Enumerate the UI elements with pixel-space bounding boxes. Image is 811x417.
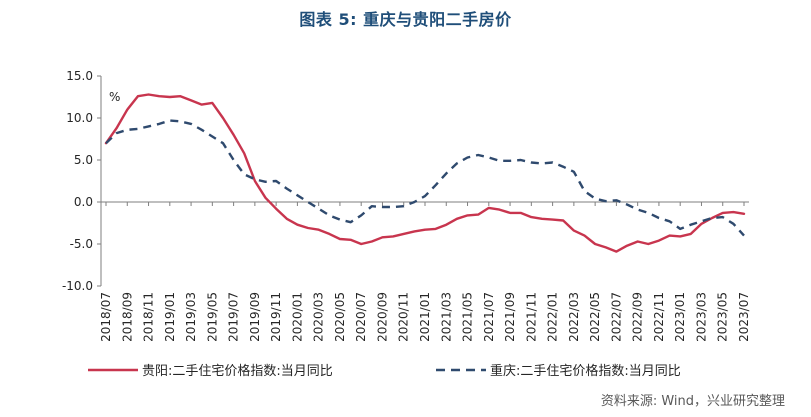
x-tick-label: 2018/09 — [120, 292, 134, 342]
y-tick-label: 15.0 — [66, 69, 93, 83]
x-tick-label: 2023/01 — [673, 292, 687, 342]
x-tick-label: 2023/03 — [694, 292, 708, 342]
x-tick-label: 2021/11 — [524, 292, 538, 342]
x-tick-label: 2019/11 — [269, 292, 283, 342]
x-tick-label: 2019/07 — [227, 292, 241, 342]
x-tick-label: 2020/09 — [375, 292, 389, 342]
x-axis: 2018/07 2018/09 2018/11 2019/01 2019/03 2019/… — [99, 201, 751, 342]
legend-label: 重庆:二手住宅价格指数:当月同比 — [490, 363, 681, 379]
x-tick-label: 2022/07 — [609, 292, 623, 342]
x-tick-label: 2019/05 — [205, 292, 219, 342]
figure-title: 图表 5: 重庆与贵阳二手房价 — [299, 10, 512, 29]
x-tick-label: 2018/07 — [99, 292, 113, 342]
legend: 贵阳:二手住宅价格指数:当月同比 重庆:二手住宅价格指数:当月同比 — [88, 363, 681, 379]
x-tick-label: 2018/11 — [142, 292, 156, 342]
x-tick-label: 2019/09 — [248, 292, 262, 342]
y-axis: 15.0 10.0 5.0 0.0 -5.0 -10.0% — [62, 69, 120, 293]
x-tick-label: 2022/01 — [546, 292, 560, 342]
y-tick-label: 0.0 — [74, 195, 93, 209]
x-tick-label: 2020/01 — [290, 292, 304, 342]
unit-label: % — [109, 90, 120, 104]
y-tick-label: -5.0 — [70, 237, 93, 251]
x-tick-label: 2020/05 — [333, 292, 347, 342]
x-tick-label: 2021/07 — [482, 292, 496, 342]
x-tick-label: 2022/05 — [588, 292, 602, 342]
series-layer — [104, 93, 746, 253]
x-tick-label: 2019/03 — [184, 292, 198, 342]
source-note: 资料来源: Wind，兴业研究整理 — [600, 394, 785, 409]
series-chongqing-line — [105, 119, 745, 237]
x-tick-label: 2021/01 — [418, 292, 432, 342]
x-tick-label: 2019/01 — [163, 292, 177, 342]
x-tick-label: 2021/09 — [503, 292, 517, 342]
y-tick-label: -10.0 — [62, 279, 93, 293]
x-tick-label: 2022/09 — [631, 292, 645, 342]
y-tick-label: 10.0 — [66, 111, 93, 125]
y-tick-label: 5.0 — [74, 153, 93, 167]
x-tick-label: 2022/03 — [567, 292, 581, 342]
x-tick-label: 2020/03 — [312, 292, 326, 342]
x-tick-label: 2021/03 — [439, 292, 453, 342]
series-guiyang-line — [104, 93, 746, 253]
x-tick-label: 2020/11 — [397, 292, 411, 342]
x-tick-label: 2020/07 — [354, 292, 368, 342]
legend-label: 贵阳:二手住宅价格指数:当月同比 — [142, 363, 333, 379]
x-tick-label: 2023/07 — [737, 292, 751, 342]
x-tick-label: 2021/05 — [461, 292, 475, 342]
x-tick-label: 2022/11 — [652, 292, 666, 342]
x-tick-label: 2023/05 — [716, 292, 730, 342]
